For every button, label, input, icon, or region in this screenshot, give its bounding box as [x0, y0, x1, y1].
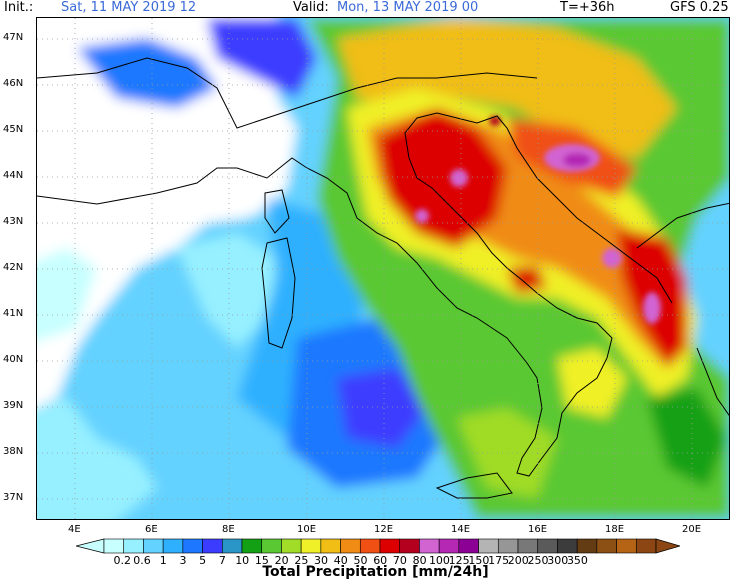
- legend-tick-label: 80: [412, 554, 427, 567]
- lon-label: 10E: [297, 524, 317, 535]
- lat-label: 40N: [3, 354, 24, 365]
- lat-label: 41N: [3, 308, 24, 319]
- legend-tick-label: 15: [254, 554, 269, 567]
- legend-swatch: [281, 538, 302, 554]
- graticule: [37, 18, 729, 519]
- legend-swatch: [123, 538, 144, 554]
- color-legend: [76, 538, 680, 554]
- legend-tick-label: 175: [488, 554, 510, 567]
- legend-swatch: [517, 538, 539, 554]
- legend-swatch: [241, 538, 263, 554]
- legend-swatch: [379, 538, 401, 554]
- lon-label: 8E: [222, 524, 235, 535]
- legend-swatch: [458, 538, 479, 554]
- legend-swatch: [497, 538, 519, 554]
- legend-arrow-low: [76, 538, 105, 554]
- legend-swatch: [261, 538, 282, 554]
- legend-tick-label: 0.2: [113, 554, 132, 567]
- legend-title: Total Precipitation [mm/24h]: [262, 564, 489, 580]
- legend-swatch: [419, 538, 440, 554]
- legend-swatch: [359, 538, 381, 554]
- lat-label: 46N: [3, 78, 24, 89]
- model-name: GFS 0.25: [670, 0, 729, 15]
- lat-label: 44N: [3, 170, 24, 181]
- legend-tick-label: 1: [159, 554, 167, 567]
- map-header: Init.: Sat, 11 MAY 2019 12 Valid: Mon, 1…: [0, 0, 751, 16]
- valid-label: Valid:: [293, 0, 329, 15]
- lat-label: 39N: [3, 400, 24, 411]
- legend-swatch: [340, 538, 361, 554]
- legend-tick-label: 3: [179, 554, 187, 567]
- lon-label: 4E: [68, 524, 81, 535]
- init-label: Init.:: [4, 0, 34, 15]
- legend-tick-label: 10: [235, 554, 250, 567]
- legend-swatch: [221, 538, 243, 554]
- lat-label: 38N: [3, 446, 24, 457]
- legend-swatch: [576, 538, 598, 554]
- lon-label: 6E: [145, 524, 158, 535]
- legend-swatch: [596, 538, 617, 554]
- legend-swatch: [399, 538, 420, 554]
- legend-swatch: [320, 538, 341, 554]
- precipitation-map: [36, 17, 730, 520]
- legend-tick-label: 20: [274, 554, 289, 567]
- legend-swatch: [182, 538, 203, 554]
- legend-tick-label: 150: [468, 554, 490, 567]
- legend-tick-label: 200: [507, 554, 529, 567]
- lon-label: 18E: [605, 524, 625, 535]
- legend-tick-label: 50: [353, 554, 368, 567]
- legend-swatch: [202, 538, 223, 554]
- legend-swatch: [478, 538, 499, 554]
- legend-swatch: [537, 538, 558, 554]
- legend-tick-label: 250: [527, 554, 549, 567]
- lon-label: 16E: [528, 524, 548, 535]
- init-time: Sat, 11 MAY 2019 12: [61, 0, 197, 15]
- legend-tick-label: 0.6: [133, 554, 151, 567]
- legend-tick-label: 60: [373, 554, 388, 567]
- legend-swatch: [162, 538, 184, 554]
- lat-label: 37N: [3, 492, 24, 503]
- legend-tick-label: 300: [547, 554, 569, 567]
- legend-tick-label: 70: [392, 554, 407, 567]
- lon-label: 14E: [451, 524, 471, 535]
- lead-time: T=+36h: [560, 0, 615, 15]
- legend-arrow-high: [655, 538, 680, 554]
- lat-label: 43N: [3, 216, 24, 227]
- legend-swatch: [635, 538, 657, 554]
- legend-tick-label: 40: [333, 554, 348, 567]
- legend-tick-label: 100: [428, 554, 450, 567]
- legend-swatch: [557, 538, 578, 554]
- legend-swatch: [103, 538, 125, 554]
- legend-swatch: [143, 538, 164, 554]
- legend-swatch: [300, 538, 322, 554]
- legend-swatch: [616, 538, 637, 554]
- legend-tick-label: 350: [566, 554, 588, 567]
- lat-label: 45N: [3, 124, 24, 135]
- lat-label: 47N: [3, 32, 24, 43]
- legend-tick-label: 30: [314, 554, 329, 567]
- lon-label: 12E: [374, 524, 394, 535]
- legend-tick-label: 25: [294, 554, 309, 567]
- legend-tick-label: 5: [199, 554, 207, 567]
- precipitation-field: [37, 18, 729, 519]
- legend-tick-label: 125: [448, 554, 470, 567]
- lon-label: 20E: [682, 524, 702, 535]
- legend-swatch: [438, 538, 460, 554]
- legend-tick-label: 7: [218, 554, 226, 567]
- valid-time: Mon, 13 MAY 2019 00: [337, 0, 479, 15]
- lat-label: 42N: [3, 262, 24, 273]
